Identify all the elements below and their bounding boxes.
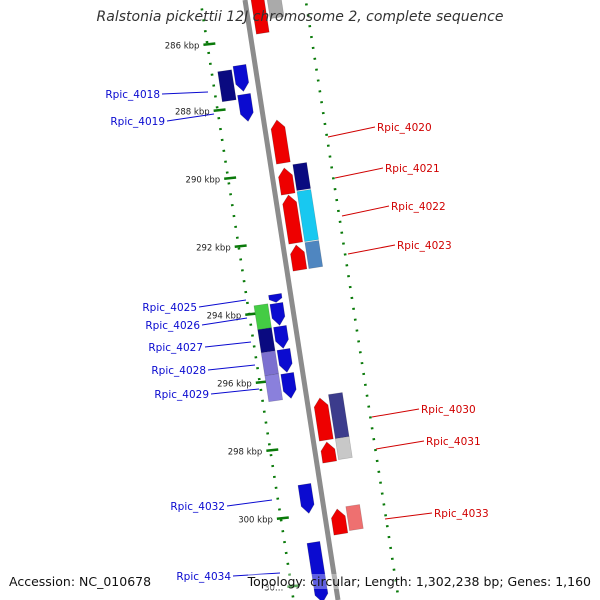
gene-arrow-reverse[interactable] bbox=[313, 397, 334, 442]
gene-arrow-forward[interactable] bbox=[306, 541, 329, 600]
label-leader-line bbox=[207, 364, 256, 371]
accession-label: Accession: NC_010678 bbox=[9, 574, 152, 589]
gene-arrow-forward[interactable] bbox=[297, 483, 315, 514]
gene-arrow-reverse[interactable] bbox=[278, 167, 296, 196]
ruler-tick bbox=[234, 244, 247, 249]
gene-arrow-forward[interactable] bbox=[276, 348, 293, 373]
label-leader-line bbox=[371, 408, 420, 418]
gene-label-reverse[interactable]: Rpic_4020 bbox=[377, 122, 432, 134]
gene-label-forward[interactable]: Rpic_4025 bbox=[142, 302, 197, 314]
gene-arrow-reverse[interactable] bbox=[270, 119, 291, 165]
label-leader-line bbox=[347, 244, 396, 255]
gene-label-forward[interactable]: Rpic_4029 bbox=[154, 389, 209, 401]
label-leader-line bbox=[334, 167, 384, 179]
ruler-tick bbox=[203, 42, 216, 47]
gene-block bbox=[257, 327, 276, 354]
gene-arrow-reverse[interactable] bbox=[331, 508, 349, 536]
label-leader-line bbox=[327, 126, 376, 138]
gene-label-forward[interactable]: Rpic_4019 bbox=[110, 116, 165, 128]
gene-arrow-reverse[interactable] bbox=[282, 194, 304, 245]
label-leader-line bbox=[384, 512, 433, 520]
sequence-backbone bbox=[242, 0, 341, 600]
genome-summary: Topology: circular; Length: 1,302,238 bp… bbox=[247, 574, 591, 589]
label-leader-line bbox=[375, 440, 425, 450]
lane-rail bbox=[199, 0, 295, 600]
gene-label-forward[interactable]: Rpic_4027 bbox=[148, 342, 203, 354]
gene-block bbox=[292, 162, 311, 191]
label-leader-line bbox=[198, 299, 247, 308]
ruler-tick-label: 30… bbox=[264, 584, 283, 594]
ruler-tick-label: 294 kbp bbox=[207, 312, 242, 322]
gene-block bbox=[253, 303, 272, 331]
gene-arrow-forward[interactable] bbox=[232, 64, 250, 92]
label-leader-line bbox=[226, 499, 273, 507]
gene-block bbox=[260, 350, 279, 377]
ruler-tick bbox=[276, 516, 289, 521]
gene-label-forward[interactable]: Rpic_4018 bbox=[105, 89, 160, 101]
gene-label-forward[interactable]: Rpic_4026 bbox=[145, 320, 200, 332]
ruler-tick-label: 290 kbp bbox=[186, 176, 221, 186]
ruler-tick-label: 288 kbp bbox=[175, 108, 210, 118]
label-leader-line bbox=[341, 205, 390, 217]
gene-label-forward[interactable]: Rpic_4032 bbox=[170, 501, 225, 513]
gene-arrow-forward[interactable] bbox=[237, 93, 254, 122]
ruler-tick-label: 298 kbp bbox=[228, 448, 263, 458]
gene-block bbox=[264, 373, 284, 403]
label-leader-line bbox=[232, 572, 281, 577]
label-leader-line bbox=[166, 113, 215, 122]
gene-label-forward[interactable]: Rpic_4034 bbox=[176, 571, 231, 583]
label-leader-line bbox=[210, 388, 260, 395]
gene-arrow-forward[interactable] bbox=[268, 293, 283, 303]
gene-label-reverse[interactable]: Rpic_4030 bbox=[421, 404, 476, 416]
gene-label-reverse[interactable]: Rpic_4033 bbox=[434, 508, 489, 520]
gene-arrow-forward[interactable] bbox=[269, 302, 286, 326]
gene-arrow-forward[interactable] bbox=[273, 325, 289, 349]
gene-block bbox=[217, 69, 237, 103]
ruler-tick-label: 292 kbp bbox=[196, 244, 231, 254]
gene-label-reverse[interactable]: Rpic_4023 bbox=[397, 240, 452, 252]
gene-block bbox=[296, 189, 319, 242]
gene-block bbox=[345, 504, 364, 531]
gene-block bbox=[266, 0, 285, 19]
gene-arrow-reverse[interactable] bbox=[250, 0, 270, 35]
gene-arrow-reverse[interactable] bbox=[320, 441, 338, 464]
label-leader-line bbox=[204, 341, 252, 348]
gene-label-reverse[interactable]: Rpic_4021 bbox=[385, 163, 440, 175]
ruler-tick bbox=[224, 176, 237, 181]
gene-block bbox=[334, 436, 353, 460]
label-leader-line bbox=[161, 91, 209, 95]
label-leader-line bbox=[201, 317, 248, 326]
gene-arrow-forward[interactable] bbox=[280, 372, 297, 399]
gene-label-reverse[interactable]: Rpic_4022 bbox=[391, 201, 446, 213]
map-title: Ralstonia pickettii 12J chromosome 2, co… bbox=[96, 9, 504, 25]
ruler-tick-label: 300 kbp bbox=[238, 516, 273, 526]
lane-rail bbox=[304, 0, 401, 600]
gene-label-reverse[interactable]: Rpic_4031 bbox=[426, 436, 481, 448]
ruler-tick bbox=[266, 448, 279, 453]
ruler-tick-label: 286 kbp bbox=[165, 42, 200, 52]
gene-block bbox=[304, 240, 324, 269]
gene-label-forward[interactable]: Rpic_4028 bbox=[151, 365, 206, 377]
ruler-tick-label: 296 kbp bbox=[217, 380, 252, 390]
ruler-tick bbox=[287, 584, 300, 589]
ruler-tick bbox=[213, 108, 226, 113]
gene-arrow-reverse[interactable] bbox=[290, 244, 308, 272]
